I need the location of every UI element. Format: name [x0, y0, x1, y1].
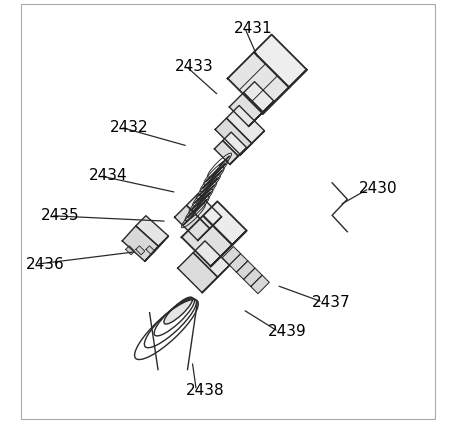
Polygon shape: [146, 246, 155, 255]
Text: 2437: 2437: [312, 295, 350, 310]
Polygon shape: [193, 241, 229, 277]
Polygon shape: [136, 216, 168, 246]
Polygon shape: [243, 268, 262, 286]
Polygon shape: [214, 140, 238, 165]
Text: 2434: 2434: [89, 168, 127, 183]
Polygon shape: [227, 52, 288, 114]
Polygon shape: [145, 236, 168, 261]
Text: 2432: 2432: [110, 120, 148, 135]
Polygon shape: [222, 132, 246, 156]
Ellipse shape: [163, 297, 192, 324]
Polygon shape: [186, 193, 221, 228]
Text: 2436: 2436: [25, 257, 64, 272]
Polygon shape: [253, 35, 306, 88]
Polygon shape: [240, 131, 264, 155]
Polygon shape: [177, 253, 217, 293]
Polygon shape: [126, 246, 134, 255]
Polygon shape: [174, 205, 209, 240]
Text: 2430: 2430: [358, 181, 396, 196]
Polygon shape: [202, 265, 229, 293]
Polygon shape: [210, 231, 246, 266]
Text: 2435: 2435: [40, 208, 79, 223]
Polygon shape: [243, 82, 273, 112]
Polygon shape: [226, 105, 264, 143]
Text: 2439: 2439: [268, 324, 306, 339]
Polygon shape: [222, 247, 240, 265]
Polygon shape: [236, 261, 254, 279]
Polygon shape: [262, 70, 306, 114]
Polygon shape: [136, 246, 144, 255]
Text: 2438: 2438: [186, 383, 224, 398]
Polygon shape: [181, 216, 232, 266]
Polygon shape: [229, 254, 247, 272]
Text: 2433: 2433: [175, 58, 213, 74]
Polygon shape: [215, 118, 251, 155]
Polygon shape: [248, 101, 273, 126]
Polygon shape: [122, 226, 158, 261]
Polygon shape: [202, 201, 246, 245]
Polygon shape: [250, 275, 269, 294]
Polygon shape: [229, 148, 246, 165]
Polygon shape: [197, 217, 221, 240]
Polygon shape: [229, 93, 263, 126]
Text: 2431: 2431: [234, 21, 273, 36]
